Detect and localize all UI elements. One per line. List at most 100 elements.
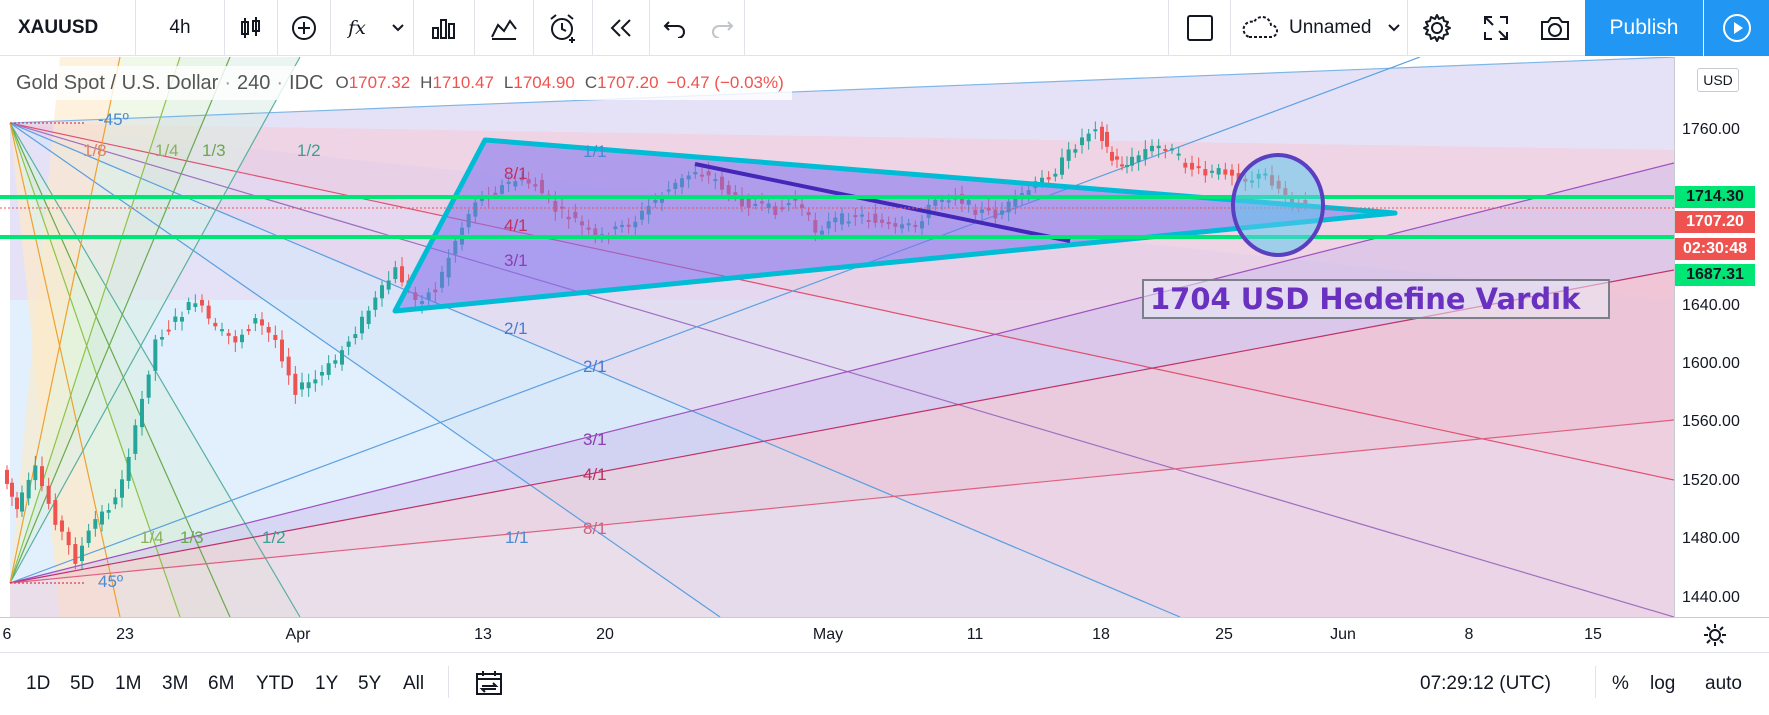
price-scale[interactable] bbox=[1674, 57, 1769, 617]
rewind-icon bbox=[610, 19, 631, 37]
legend-open-label: O bbox=[335, 73, 349, 92]
chart-settings-button[interactable] bbox=[1703, 623, 1727, 652]
highlight-circle[interactable] bbox=[1231, 153, 1325, 257]
candle-body bbox=[126, 456, 131, 481]
range-1m[interactable]: 1M bbox=[115, 673, 142, 694]
time-label: Jun bbox=[1330, 626, 1356, 643]
chart-pane[interactable] bbox=[0, 57, 1674, 617]
legend-high-label: H bbox=[420, 73, 433, 92]
fullscreen-button[interactable] bbox=[1466, 0, 1526, 56]
currency-badge[interactable]: USD bbox=[1697, 68, 1739, 92]
chart-canvas[interactable] bbox=[0, 57, 1674, 617]
indicators-button[interactable]: fx bbox=[348, 17, 366, 39]
go-to-date-button[interactable] bbox=[474, 670, 504, 701]
toolbar-divider bbox=[533, 0, 534, 56]
candle-body bbox=[293, 373, 298, 395]
percent-toggle[interactable]: % bbox=[1612, 673, 1629, 694]
candle-body bbox=[233, 336, 238, 343]
toolbar-divider bbox=[1230, 0, 1231, 56]
candle-body bbox=[15, 497, 19, 510]
candle-body bbox=[380, 285, 384, 299]
legend-dot: · bbox=[276, 71, 284, 94]
range-ytd[interactable]: YTD bbox=[256, 673, 294, 694]
range-3m[interactable]: 3M bbox=[162, 673, 189, 694]
range-1d[interactable]: 1D bbox=[26, 673, 51, 694]
play-icon bbox=[1722, 14, 1751, 42]
chevron-down-icon[interactable] bbox=[383, 0, 413, 56]
candle-body bbox=[313, 379, 318, 384]
candle-body bbox=[360, 316, 364, 334]
time-label: 15 bbox=[1584, 626, 1602, 643]
symbol-search[interactable]: XAUUSD bbox=[18, 17, 99, 38]
fan-ratio-label: 1/3 bbox=[180, 528, 204, 547]
replay-button[interactable] bbox=[593, 0, 649, 56]
candle-body bbox=[353, 334, 358, 339]
candle-body bbox=[1125, 165, 1129, 168]
candle-body bbox=[1210, 170, 1214, 173]
candle-body bbox=[93, 519, 98, 529]
compare-button[interactable] bbox=[278, 0, 330, 56]
range-5y[interactable]: 5Y bbox=[358, 673, 382, 694]
candle-body bbox=[186, 302, 191, 311]
candle-body bbox=[260, 319, 264, 326]
annotation-textbox[interactable]: 1704 USD Hedefine Vardık bbox=[1142, 279, 1610, 319]
range-1y[interactable]: 1Y bbox=[315, 673, 339, 694]
toolbar-divider bbox=[413, 0, 414, 56]
toolbar-divider bbox=[1168, 0, 1169, 56]
range-all[interactable]: All bbox=[403, 673, 425, 694]
top-toolbar bbox=[0, 0, 1769, 56]
fan-ratio-label: 2/1 bbox=[583, 357, 607, 376]
undo-button[interactable] bbox=[650, 0, 700, 56]
fullscreen-layout-button[interactable] bbox=[1170, 0, 1230, 56]
time-scale[interactable] bbox=[0, 617, 1769, 651]
publish-button[interactable]: Publish bbox=[1585, 0, 1703, 56]
candle-body bbox=[1093, 129, 1098, 132]
candle-body bbox=[173, 316, 178, 322]
candle-body bbox=[1110, 151, 1114, 161]
time-label: 8 bbox=[1464, 626, 1474, 643]
layout-menu[interactable]: Unnamed bbox=[1231, 0, 1407, 56]
legend-dot: · bbox=[224, 71, 231, 94]
candle-body bbox=[1105, 131, 1109, 147]
financials-button[interactable] bbox=[414, 0, 474, 56]
candle-body bbox=[20, 492, 24, 512]
candle-body bbox=[140, 398, 144, 428]
play-button[interactable] bbox=[1704, 0, 1769, 56]
settings-button[interactable] bbox=[1408, 0, 1466, 56]
templates-button[interactable] bbox=[475, 0, 533, 56]
candle-body bbox=[266, 326, 271, 333]
candle-body bbox=[46, 485, 51, 504]
toolbar-divider bbox=[1595, 666, 1596, 698]
candle-body bbox=[180, 317, 184, 322]
snapshot-button[interactable] bbox=[1526, 0, 1584, 56]
fan-ratio-label: 1/1 bbox=[505, 528, 529, 547]
time-label: May bbox=[812, 626, 844, 643]
auto-toggle[interactable]: auto bbox=[1705, 673, 1742, 694]
toolbar-divider bbox=[448, 666, 449, 698]
candle-body bbox=[213, 322, 218, 327]
candle-body bbox=[400, 266, 404, 283]
alarm-clock-icon bbox=[550, 14, 575, 43]
triangle-pattern[interactable] bbox=[392, 137, 1398, 314]
alert-button[interactable] bbox=[534, 0, 592, 56]
undo-icon bbox=[663, 21, 685, 38]
interval-button[interactable]: 4h bbox=[169, 17, 191, 38]
log-toggle[interactable]: log bbox=[1650, 673, 1676, 694]
fan-ratio-label: 4/1 bbox=[583, 465, 607, 484]
toolbar-divider bbox=[330, 0, 331, 56]
clock-display[interactable]: 07:29:12 (UTC) bbox=[1420, 673, 1551, 694]
range-6m[interactable]: 6M bbox=[208, 673, 235, 694]
cloud-icon bbox=[1242, 16, 1278, 38]
price-label: 1520.00 bbox=[1682, 472, 1740, 489]
range-5d[interactable]: 5D bbox=[70, 673, 95, 694]
fan-ratio-label: 1/2 bbox=[297, 141, 321, 160]
candle-body bbox=[1163, 149, 1168, 152]
candle-body bbox=[286, 356, 291, 376]
toolbar-divider bbox=[1407, 0, 1408, 56]
price-label: 1440.00 bbox=[1682, 589, 1740, 606]
redo-button[interactable] bbox=[700, 0, 744, 56]
fan-ratio-label: 8/1 bbox=[504, 164, 528, 183]
candle-body bbox=[1196, 166, 1201, 169]
trend-line[interactable] bbox=[694, 162, 1071, 243]
chart-style-button[interactable] bbox=[225, 0, 277, 56]
